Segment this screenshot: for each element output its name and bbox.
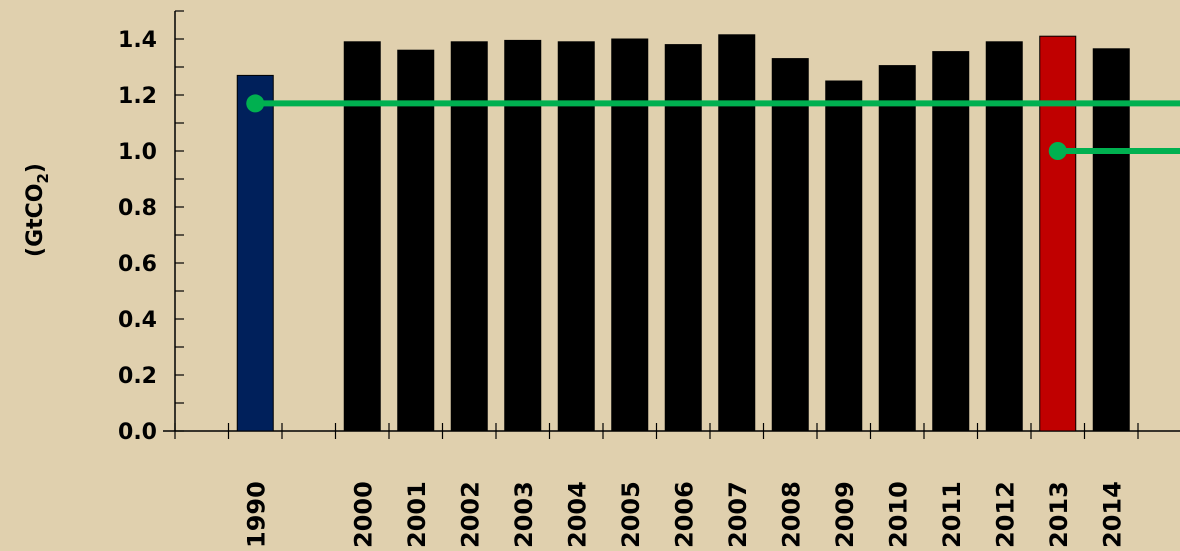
bar-2010 bbox=[878, 65, 916, 432]
bar-2006 bbox=[664, 44, 702, 432]
x-tick-label: 2014 bbox=[1098, 481, 1126, 548]
bar-2004 bbox=[557, 41, 595, 432]
x-tick-label: 2009 bbox=[831, 481, 859, 548]
bar-2007 bbox=[718, 34, 756, 432]
y-tick-label: 1.4 bbox=[118, 28, 157, 53]
y-tick-label: 1.2 bbox=[118, 84, 157, 109]
x-tick-label: 2005 bbox=[617, 481, 645, 548]
x-tick-label: 2000 bbox=[349, 481, 377, 548]
x-tick-label: 2012 bbox=[991, 481, 1019, 548]
bar-2001 bbox=[397, 49, 435, 432]
x-tick-label: 2003 bbox=[510, 481, 538, 548]
bar-2005 bbox=[611, 38, 649, 432]
x-tick-label: 2006 bbox=[670, 481, 698, 548]
y-tick-label: 0.6 bbox=[118, 252, 157, 277]
x-tick-label: 2007 bbox=[724, 481, 752, 548]
bar-2000 bbox=[343, 41, 381, 432]
bar-2008 bbox=[771, 58, 809, 432]
reference-point-2 bbox=[1048, 142, 1067, 160]
bar-2013 bbox=[1039, 35, 1077, 432]
bar-2014 bbox=[1092, 48, 1130, 432]
y-tick-label: 0.2 bbox=[118, 364, 157, 389]
x-tick-label: 2002 bbox=[456, 481, 484, 548]
bar-2012 bbox=[985, 41, 1023, 432]
y-axis: 0.0 0.2 0.4 0.6 0.8 1.0 1.2 1.4 bbox=[118, 10, 184, 445]
bar-1990 bbox=[236, 74, 274, 432]
bar-2009 bbox=[825, 80, 863, 432]
x-tick-label: 2008 bbox=[777, 481, 805, 548]
y-tick-label: 0.4 bbox=[118, 308, 157, 333]
bar-2011 bbox=[932, 51, 970, 432]
y-tick-label: 0.8 bbox=[118, 196, 157, 221]
x-tick-label: 2013 bbox=[1045, 481, 1073, 548]
reference-point-1 bbox=[246, 94, 265, 113]
y-axis-title: (GtCO2) bbox=[23, 163, 52, 257]
x-tick-label: 1990 bbox=[242, 481, 270, 548]
reference-lines bbox=[246, 94, 1180, 160]
x-tick-label: 2010 bbox=[884, 481, 912, 548]
x-tick-label: 2001 bbox=[403, 481, 431, 548]
bars bbox=[236, 34, 1130, 432]
bar-2002 bbox=[450, 41, 488, 432]
bar-2003 bbox=[504, 39, 542, 432]
y-tick-label: 1.0 bbox=[118, 140, 157, 165]
x-tick-label: 2004 bbox=[563, 481, 591, 548]
category-labels: 1990 2000 2001 2002 2003 2004 2005 2006 2007 2008… bbox=[242, 481, 1126, 548]
y-tick-label: 0.0 bbox=[118, 420, 157, 445]
x-tick-label: 2011 bbox=[938, 481, 966, 548]
